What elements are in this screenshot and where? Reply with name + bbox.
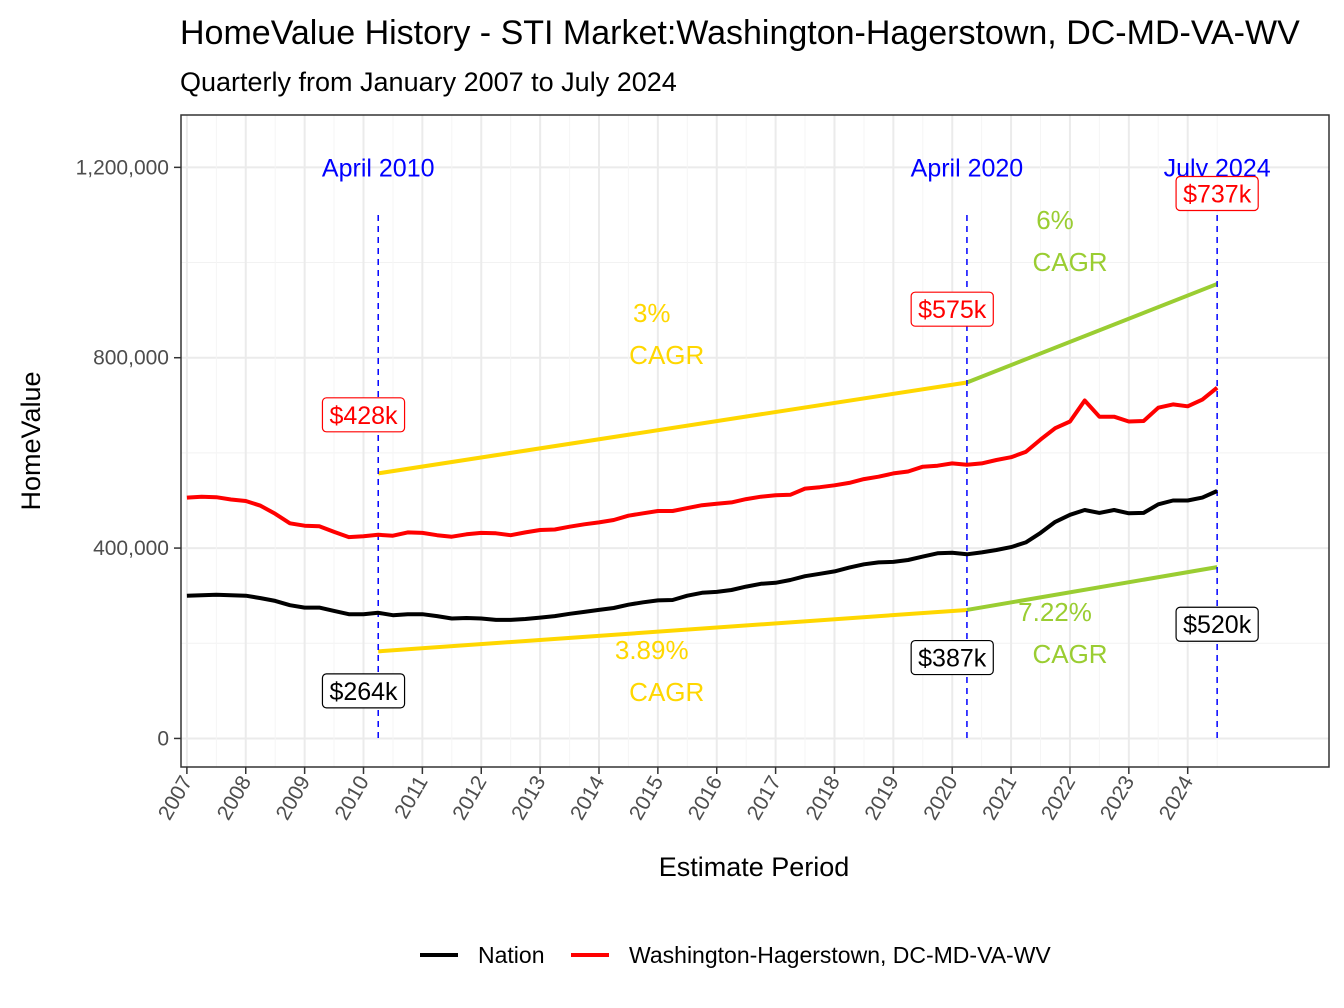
value-label-text: $387k — [918, 645, 987, 673]
x-tick-label: 2016 — [684, 772, 727, 824]
x-tick-label: 2018 — [802, 772, 845, 824]
plot-border — [180, 114, 1330, 768]
x-tick-label: 2010 — [331, 772, 374, 824]
y-axis: 0 400,000 800,000 1,200,000 — [76, 156, 181, 750]
x-tick-label: 2021 — [978, 772, 1021, 824]
value-label-box — [910, 291, 994, 327]
y-tick-label: 1,200,000 — [76, 156, 169, 179]
value-label: $387k — [910, 639, 994, 676]
period-label: April 2020 — [911, 154, 1024, 182]
x-tick-label: 2015 — [625, 772, 668, 824]
series-line — [186, 489, 1218, 622]
x-tick-label: 2013 — [507, 772, 550, 824]
cagr-rate-label: 3% — [633, 298, 671, 328]
cagr-text-label: CAGR — [1032, 639, 1107, 669]
value-label-box — [1175, 175, 1259, 212]
series-line — [186, 386, 1219, 540]
y-tick-label: 800,000 — [93, 347, 169, 370]
legend: Nation Washington-Hagerstown, DC-MD-VA-W… — [420, 942, 1051, 968]
value-label: $428k — [321, 397, 406, 433]
x-axis: 2007 2008 2009 2010 2011 2012 2013 2014 2015 2016… — [154, 767, 1198, 824]
value-label-text: $264k — [329, 678, 398, 706]
y-tick-label: 400,000 — [93, 537, 169, 560]
cagr-trend-line — [378, 607, 968, 654]
cagr-rate-label: 3.89% — [615, 635, 689, 665]
x-axis-title: Estimate Period — [659, 852, 850, 882]
annotations: April 2010 April 2020 July 20243%CAGR6%CAG… — [321, 154, 1271, 709]
x-tick-label: 2023 — [1096, 772, 1139, 824]
x-tick-label: 2022 — [1037, 772, 1080, 824]
series-lines — [186, 386, 1219, 622]
x-tick-label: 2012 — [448, 772, 491, 824]
y-axis-title: HomeValue — [16, 371, 46, 510]
trend-lines — [377, 282, 1218, 654]
value-label-text: $737k — [1183, 181, 1252, 209]
x-tick-label: 2008 — [213, 772, 256, 824]
x-tick-label: 2014 — [566, 772, 609, 824]
cagr-trend-line — [377, 380, 968, 476]
value-label-box — [321, 673, 406, 709]
cagr-trend-line — [966, 565, 1218, 612]
value-label-box — [1175, 606, 1259, 642]
grid-lines — [181, 115, 1329, 767]
x-tick-label: 2020 — [919, 772, 962, 824]
value-label-text: $428k — [329, 402, 398, 430]
x-tick-label: 2024 — [1155, 772, 1198, 824]
value-label: $264k — [321, 673, 406, 709]
value-label: $737k — [1175, 175, 1259, 212]
value-label-text: $520k — [1183, 611, 1252, 639]
value-label-text: $575k — [918, 296, 987, 324]
x-tick-label: 2011 — [390, 772, 433, 823]
chart-subtitle: Quarterly from January 2007 to July 2024 — [180, 67, 677, 97]
value-label: $575k — [910, 291, 994, 327]
cagr-trend-line — [966, 282, 1218, 385]
value-label: $520k — [1175, 606, 1259, 642]
x-tick-label: 2007 — [154, 772, 197, 824]
legend-label-washington: Washington-Hagerstown, DC-MD-VA-WV — [629, 942, 1051, 968]
value-label-box — [321, 397, 406, 433]
cagr-text-label: CAGR — [1032, 247, 1107, 277]
cagr-text-label: CAGR — [629, 340, 704, 370]
chart-title: HomeValue History - STI Market:Washingto… — [180, 14, 1300, 52]
y-tick-label: 0 — [157, 727, 169, 750]
legend-label-nation: Nation — [478, 942, 544, 968]
value-label-box — [910, 639, 994, 676]
cagr-text-label: CAGR — [629, 677, 704, 707]
plot-panel — [181, 115, 1329, 767]
period-label: April 2010 — [322, 154, 435, 182]
x-tick-label: 2019 — [860, 772, 903, 824]
x-tick-label: 2009 — [272, 772, 315, 824]
cagr-rate-label: 7.22% — [1018, 597, 1092, 627]
cagr-rate-label: 6% — [1036, 205, 1074, 235]
x-tick-label: 2017 — [743, 772, 786, 824]
